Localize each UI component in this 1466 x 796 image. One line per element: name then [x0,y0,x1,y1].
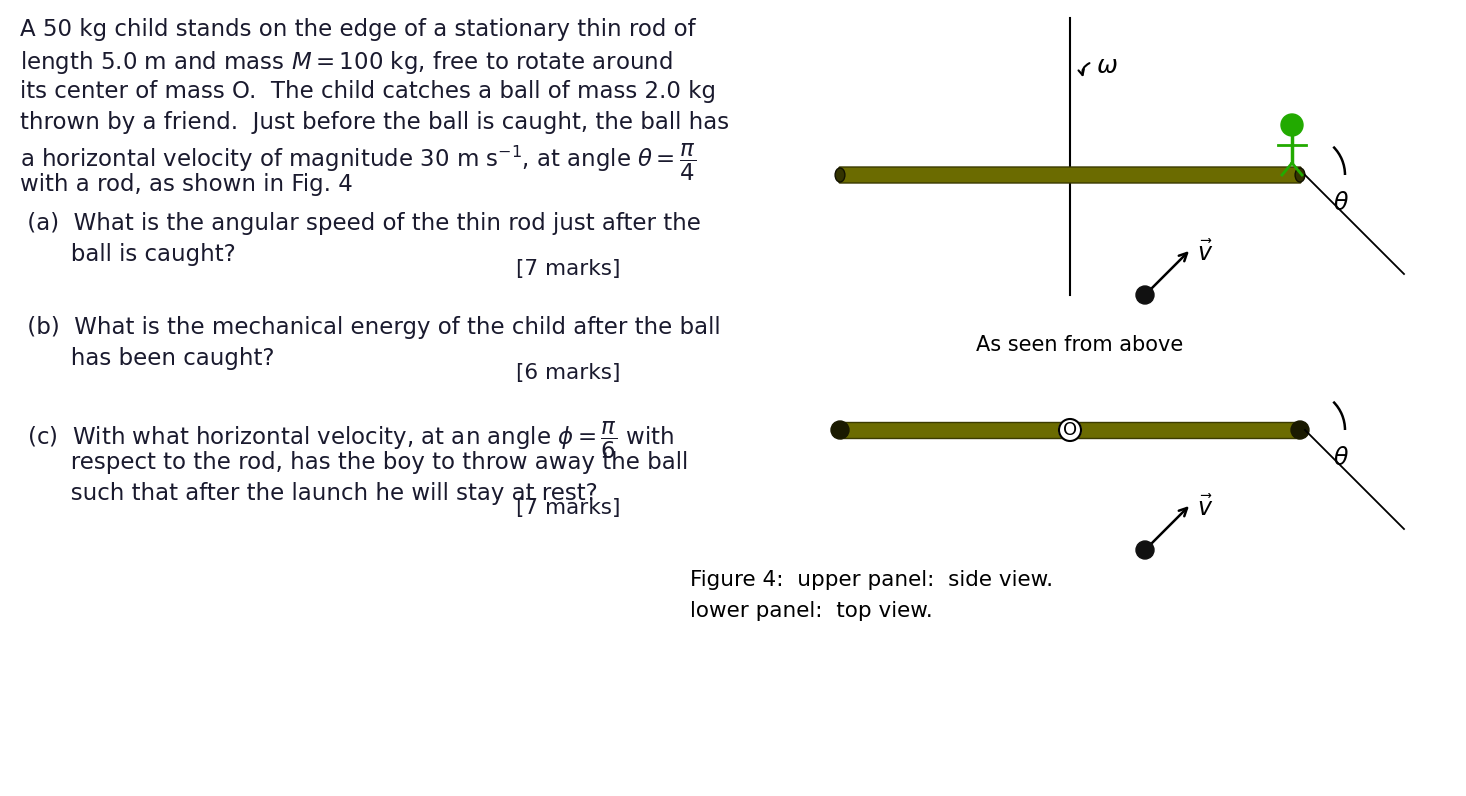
FancyBboxPatch shape [839,167,1300,183]
Text: $\vec{v}$: $\vec{v}$ [1196,495,1214,521]
Circle shape [1136,541,1154,559]
Text: lower panel:  top view.: lower panel: top view. [690,601,932,621]
Text: a horizontal velocity of magnitude 30 m s$^{-1}$, at angle $\theta = \dfrac{\pi}: a horizontal velocity of magnitude 30 m … [21,142,696,183]
Text: [7 marks]: [7 marks] [516,259,620,279]
Text: such that after the launch he will stay at rest?: such that after the launch he will stay … [21,482,598,505]
Text: has been caught?: has been caught? [21,347,274,370]
Text: A 50 kg child stands on the edge of a stationary thin rod of: A 50 kg child stands on the edge of a st… [21,18,696,41]
Text: $\theta$: $\theta$ [1333,446,1349,470]
Text: $\vec{v}$: $\vec{v}$ [1196,240,1214,266]
Circle shape [831,421,849,439]
Ellipse shape [836,168,844,182]
Circle shape [1281,114,1303,136]
Text: Figure 4:  upper panel:  side view.: Figure 4: upper panel: side view. [690,570,1053,590]
Text: with a rod, as shown in Fig. 4: with a rod, as shown in Fig. 4 [21,173,353,196]
Text: $\omega$: $\omega$ [1097,54,1119,78]
Bar [840,422,1300,438]
Text: length 5.0 m and mass $M = 100$ kg, free to rotate around: length 5.0 m and mass $M = 100$ kg, free… [21,49,673,76]
Text: $\theta$: $\theta$ [1333,191,1349,215]
Text: its center of mass O.  The child catches a ball of mass 2.0 kg: its center of mass O. The child catches … [21,80,715,103]
Ellipse shape [1294,168,1305,182]
Circle shape [1136,286,1154,304]
Circle shape [1058,419,1080,441]
Text: [6 marks]: [6 marks] [516,363,620,383]
Text: thrown by a friend.  Just before the ball is caught, the ball has: thrown by a friend. Just before the ball… [21,111,729,134]
Text: [7 marks]: [7 marks] [516,498,620,518]
Text: O: O [1063,421,1078,439]
Text: As seen from above: As seen from above [976,335,1183,355]
Text: (c)  With what horizontal velocity, at an angle $\phi = \dfrac{\pi}{6}$ with: (c) With what horizontal velocity, at an… [21,420,674,461]
Text: ball is caught?: ball is caught? [21,243,236,266]
Text: respect to the rod, has the boy to throw away the ball: respect to the rod, has the boy to throw… [21,451,688,474]
Circle shape [1292,421,1309,439]
Text: (b)  What is the mechanical energy of the child after the ball: (b) What is the mechanical energy of the… [21,316,721,339]
Text: (a)  What is the angular speed of the thin rod just after the: (a) What is the angular speed of the thi… [21,212,701,235]
